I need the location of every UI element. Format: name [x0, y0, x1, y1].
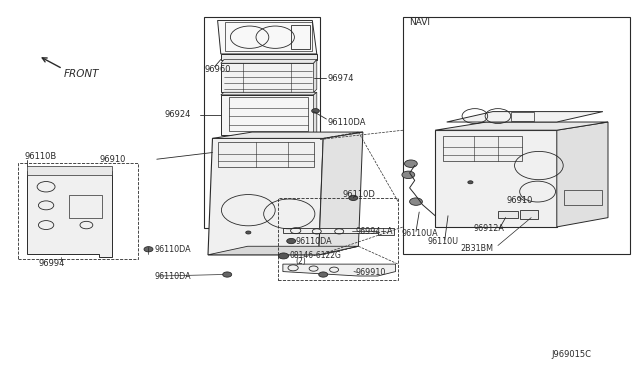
- Polygon shape: [221, 63, 314, 92]
- Circle shape: [319, 272, 328, 277]
- Bar: [225, 22, 312, 51]
- Text: 96110DA: 96110DA: [296, 237, 332, 246]
- Bar: [69, 195, 102, 218]
- Text: 96110DA: 96110DA: [155, 272, 191, 280]
- Bar: [564, 190, 602, 205]
- Text: 96110D: 96110D: [342, 190, 375, 199]
- Bar: [218, 142, 314, 167]
- Text: 96912A: 96912A: [474, 224, 504, 233]
- Text: 96910: 96910: [99, 155, 125, 164]
- Polygon shape: [319, 132, 363, 255]
- Circle shape: [246, 231, 251, 234]
- Text: 96110DA: 96110DA: [328, 118, 366, 126]
- Polygon shape: [314, 60, 317, 92]
- Polygon shape: [447, 112, 603, 122]
- Text: 96960: 96960: [205, 65, 231, 74]
- Polygon shape: [212, 132, 363, 138]
- Polygon shape: [218, 20, 317, 54]
- Bar: [229, 97, 308, 131]
- Bar: [511, 112, 534, 121]
- Circle shape: [410, 198, 422, 205]
- Text: 08146-6122G: 08146-6122G: [290, 251, 342, 260]
- Text: FRONT: FRONT: [64, 70, 99, 79]
- Circle shape: [144, 247, 153, 252]
- Circle shape: [349, 195, 358, 201]
- Text: NAVI: NAVI: [410, 18, 431, 27]
- Polygon shape: [27, 171, 112, 257]
- Polygon shape: [208, 138, 323, 255]
- Bar: [291, 25, 310, 49]
- Circle shape: [278, 253, 289, 259]
- Text: 96994: 96994: [38, 259, 65, 268]
- Text: 96974: 96974: [328, 74, 354, 83]
- Polygon shape: [221, 95, 314, 135]
- Bar: [443, 136, 522, 161]
- Polygon shape: [283, 264, 396, 276]
- Bar: [498, 211, 518, 218]
- Text: 96110DA: 96110DA: [155, 245, 191, 254]
- Circle shape: [287, 238, 296, 244]
- Polygon shape: [314, 92, 317, 135]
- Bar: [204, 17, 320, 228]
- Text: (2): (2): [296, 257, 307, 266]
- Circle shape: [468, 181, 473, 184]
- Polygon shape: [208, 246, 358, 255]
- Text: 96110U: 96110U: [428, 237, 459, 246]
- Text: 969910: 969910: [355, 268, 385, 277]
- Bar: [520, 210, 538, 219]
- Text: 96110UA: 96110UA: [402, 229, 438, 238]
- Polygon shape: [283, 228, 394, 235]
- Bar: [27, 166, 112, 175]
- Circle shape: [312, 109, 319, 113]
- Text: 96994+A: 96994+A: [355, 227, 393, 236]
- Bar: [18, 163, 138, 259]
- Text: 2B31BM: 2B31BM: [461, 244, 494, 253]
- Bar: [278, 198, 398, 280]
- Text: 96910: 96910: [507, 196, 533, 205]
- Polygon shape: [435, 122, 608, 130]
- Text: 96110B: 96110B: [24, 153, 56, 161]
- Polygon shape: [221, 54, 317, 60]
- Circle shape: [223, 272, 232, 277]
- Bar: [403, 17, 630, 254]
- Circle shape: [404, 160, 417, 167]
- Circle shape: [402, 171, 415, 179]
- Text: 96924: 96924: [164, 110, 191, 119]
- Polygon shape: [557, 122, 608, 227]
- Polygon shape: [435, 130, 557, 227]
- Text: J969015C: J969015C: [552, 350, 591, 359]
- Polygon shape: [221, 60, 317, 63]
- Polygon shape: [221, 92, 317, 95]
